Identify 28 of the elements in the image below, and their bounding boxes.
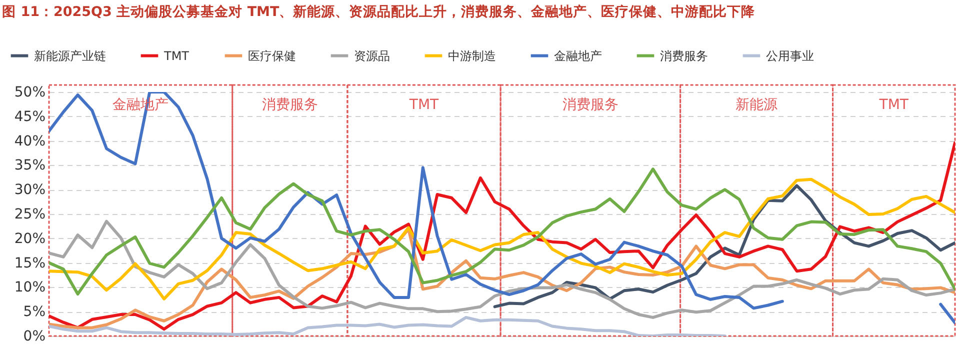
legend-label: TMT <box>163 48 190 63</box>
y-tick-label: 25% <box>14 206 46 222</box>
annotation: 消费服务 <box>262 97 318 113</box>
legend-label: 中游制造 <box>448 48 496 63</box>
y-tick-label: 40% <box>14 133 46 150</box>
annotation: 消费服务 <box>562 97 618 113</box>
y-tick-label: 10% <box>14 280 46 296</box>
y-tick-label: 0% <box>23 328 46 344</box>
legend-label: 资源品 <box>354 48 390 63</box>
annotation: TMT <box>408 97 440 113</box>
y-tick-label: 15% <box>14 255 46 272</box>
annotation: 新能源 <box>736 97 778 113</box>
legend-label: 金融地产 <box>554 48 602 63</box>
y-tick-label: 30% <box>14 182 46 198</box>
annotation: TMT <box>878 97 909 113</box>
line-series <box>49 220 955 319</box>
legend-label: 医疗保健 <box>248 48 296 63</box>
y-tick-label: 20% <box>14 230 46 247</box>
legend-label: 新能源产业链 <box>34 48 106 63</box>
legend-label: 消费服务 <box>660 48 708 63</box>
line-series <box>49 316 726 336</box>
chart-title: 图 11：2025Q3 主动偏股公募基金对 TMT、新能源、资源品配比上升，消费服务、金融地产、医疗保健、中游配比下降 <box>1 3 756 22</box>
legend-label: 公用事业 <box>766 48 814 63</box>
y-tick-label: 50% <box>14 84 46 100</box>
y-tick-label: 45% <box>14 108 46 125</box>
y-tick-label: 5% <box>23 304 46 320</box>
y-tick-label: 35% <box>14 158 46 174</box>
line-series <box>49 141 955 331</box>
